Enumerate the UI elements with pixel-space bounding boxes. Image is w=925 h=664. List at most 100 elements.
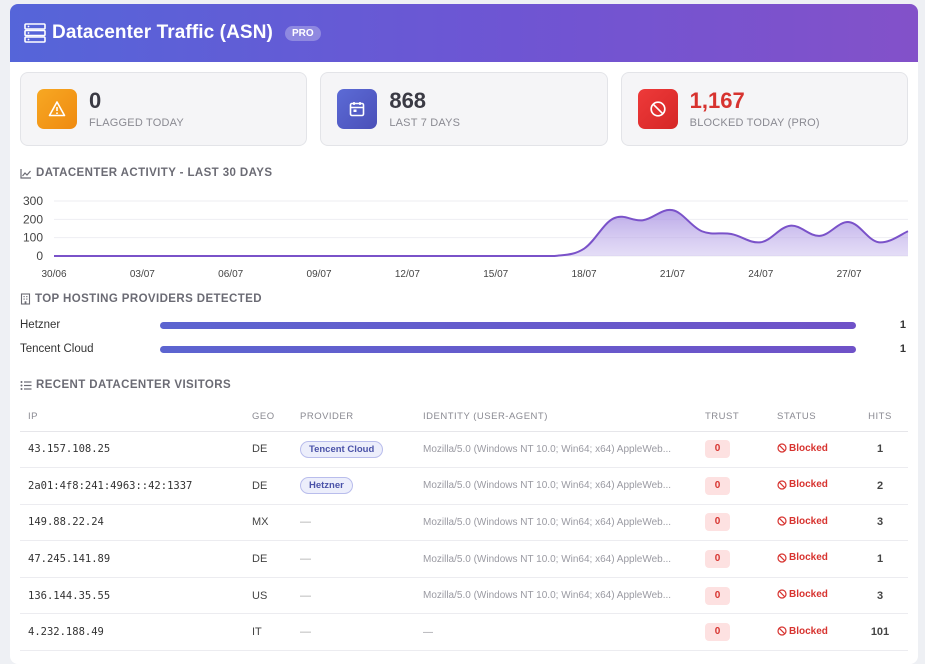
status-text: Blocked [789, 552, 828, 564]
visitor-hits: 3 [852, 504, 908, 542]
chart-series-line [54, 208, 909, 257]
visitor-trust-cell: 0 [705, 613, 777, 652]
visitor-user-agent: Mozilla/5.0 (Windows NT 10.0; Win64; x64… [423, 577, 705, 615]
stat-label: FLAGGED TODAY [89, 117, 184, 129]
visitor-trust-cell: 0 [705, 431, 777, 469]
visitor-status-cell: Blocked [777, 540, 852, 578]
x-tick-label: 12/07 [395, 269, 420, 280]
y-tick-label: 0 [36, 249, 43, 263]
stat-label: LAST 7 DAYS [389, 117, 461, 129]
provider-count: 1 [899, 319, 906, 331]
table-row[interactable]: 2a01:4f8:241:4963::42:1337 DE Hetzner Mozil… [20, 467, 908, 505]
visitor-user-agent: — [423, 613, 705, 652]
x-tick-label: 30/06 [41, 269, 66, 280]
status-badge: Blocked [777, 626, 828, 637]
provider-badge: Hetzner [300, 477, 353, 495]
table-row[interactable]: 47.245.141.89 DE — Mozilla/5.0 (Windows NT … [20, 540, 908, 578]
status-badge: Blocked [777, 589, 828, 600]
visitor-hits: 1 [852, 540, 908, 578]
trust-score: 0 [705, 550, 730, 569]
visitor-ip: 149.88.22.24 [20, 504, 252, 542]
warning-icon [37, 89, 77, 129]
y-tick-label: 300 [23, 194, 43, 208]
providers-section-title: TOP HOSTING PROVIDERS DETECTED [10, 293, 918, 305]
visitors-table-body: 43.157.108.25 DE Tencent Cloud Mozilla/5.0 … [20, 431, 908, 652]
block-icon [777, 516, 787, 526]
visitor-ip: 2a01:4f8:241:4963::42:1337 [20, 467, 252, 505]
visitor-ip: 4.232.188.49 [20, 613, 252, 652]
section-title-text: TOP HOSTING PROVIDERS DETECTED [35, 293, 262, 305]
calendar-icon [337, 89, 378, 129]
visitor-hits: 2 [852, 467, 908, 505]
stat-card-last-7-days: 868 LAST 7 DAYS [320, 72, 608, 146]
panel-header: Datacenter Traffic (ASN) PRO [10, 4, 918, 62]
table-row[interactable]: 149.88.22.24 MX — Mozilla/5.0 (Windows NT 1… [20, 504, 908, 542]
x-tick-label: 09/07 [307, 269, 332, 280]
visitor-provider-cell: Hetzner [300, 467, 423, 505]
x-tick-label: 15/07 [483, 269, 508, 280]
visitors-table: IP GEO PROVIDER IDENTITY (USER-AGENT) TR… [20, 403, 908, 652]
y-tick-label: 100 [23, 231, 43, 245]
provider-row: Hetzner 1 [10, 313, 918, 337]
trust-score: 0 [705, 623, 730, 642]
column-header-status: STATUS [777, 403, 852, 432]
providers-list: Hetzner 1 Tencent Cloud 1 [10, 313, 918, 361]
visitor-hits: 3 [852, 577, 908, 615]
trust-score: 0 [705, 513, 730, 532]
stat-value: 0 [89, 88, 102, 113]
status-text: Blocked [789, 588, 828, 600]
visitor-user-agent: Mozilla/5.0 (Windows NT 10.0; Win64; x64… [423, 504, 705, 542]
block-icon [777, 480, 787, 490]
status-badge: Blocked [777, 552, 828, 563]
column-header-ip: IP [20, 403, 252, 432]
block-icon [637, 89, 678, 129]
column-header-provider: PROVIDER [300, 403, 423, 432]
status-text: Blocked [789, 479, 828, 491]
visitor-status-cell: Blocked [777, 467, 852, 505]
pro-badge: PRO [284, 25, 321, 41]
visitor-hits: 1 [852, 431, 908, 469]
visitor-user-agent: Mozilla/5.0 (Windows NT 10.0; Win64; x64… [423, 540, 705, 578]
visitor-hits: 101 [852, 613, 908, 652]
visitor-geo: US [252, 577, 300, 615]
visitor-provider-cell: Tencent Cloud [300, 431, 423, 469]
trust-score: 0 [705, 586, 730, 605]
table-row[interactable]: 4.232.188.49 IT — —0 Blocked 101 [20, 613, 908, 652]
stat-label: BLOCKED TODAY (PRO) [689, 117, 820, 129]
trust-score: 0 [705, 476, 730, 495]
visitor-provider: — [300, 540, 423, 578]
visitor-status-cell: Blocked [777, 504, 852, 542]
visitor-ip: 136.144.35.55 [20, 577, 252, 615]
block-icon [777, 443, 787, 453]
x-tick-label: 21/07 [660, 269, 685, 280]
visitor-geo: DE [252, 467, 300, 505]
page-title: Datacenter Traffic (ASN) [52, 22, 273, 43]
visitor-trust-cell: 0 [705, 467, 777, 505]
block-icon [777, 589, 787, 600]
x-tick-label: 06/07 [218, 269, 243, 280]
visitor-geo: MX [252, 504, 300, 542]
provider-badge: Tencent Cloud [300, 440, 384, 458]
list-icon [20, 380, 32, 390]
table-row[interactable]: 43.157.108.25 DE Tencent Cloud Mozilla/5.0 … [20, 431, 908, 469]
table-row[interactable]: 136.144.35.55 US — Mozilla/5.0 (Windows NT … [20, 577, 908, 615]
visitor-user-agent: Mozilla/5.0 (Windows NT 10.0; Win64; x64… [423, 431, 705, 469]
stat-card-flagged: 0 FLAGGED TODAY [20, 72, 308, 146]
x-tick-label: 24/07 [748, 269, 773, 280]
visitor-trust-cell: 0 [705, 540, 777, 578]
activity-chart-svg: 300 200 100 0 30/06 03/07 06/07 09/07 12/07 15/07… [23, 194, 909, 280]
visitor-provider: — [300, 613, 423, 652]
visitor-geo: DE [252, 431, 300, 469]
visitor-ip: 47.245.141.89 [20, 540, 252, 578]
visitor-user-agent: Mozilla/5.0 (Windows NT 10.0; Win64; x64… [423, 467, 705, 505]
section-title-text: RECENT DATACENTER VISITORS [36, 379, 232, 391]
status-badge: Blocked [777, 516, 828, 527]
stat-card-blocked: 1,167 BLOCKED TODAY (PRO) [620, 72, 908, 146]
stat-value: 1,167 [689, 88, 745, 113]
visitor-trust-cell: 0 [705, 577, 777, 615]
section-title-text: DATACENTER ACTIVITY - LAST 30 DAYS [36, 167, 273, 179]
stat-value: 868 [389, 88, 427, 113]
trust-score: 0 [705, 440, 730, 459]
server-icon [24, 23, 46, 43]
y-tick-label: 200 [23, 212, 43, 226]
